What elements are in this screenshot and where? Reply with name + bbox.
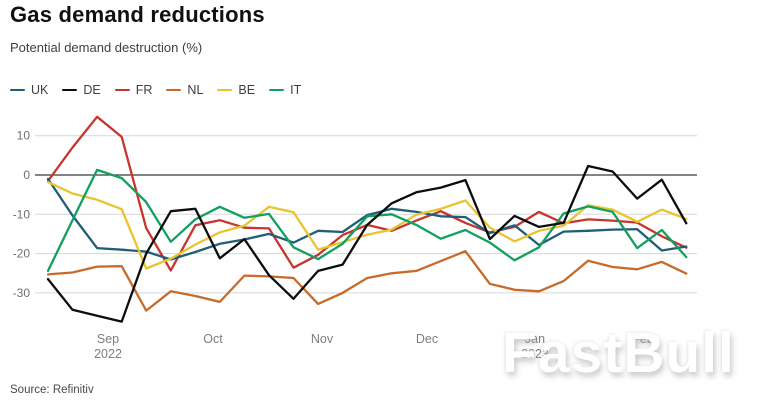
- y-tick-label: 10: [17, 129, 31, 143]
- legend-dash-de: [62, 88, 78, 92]
- legend-dash-it: [269, 88, 285, 92]
- series-line-nl: [46, 250, 688, 312]
- source-note: Source: Refinitiv: [10, 384, 94, 396]
- series-line-it: [46, 168, 688, 273]
- legend-label: NL: [187, 83, 204, 97]
- x-tick-label: Nov: [311, 332, 334, 346]
- legend-dash-be: [217, 88, 233, 92]
- legend-label: UK: [31, 83, 49, 97]
- legend-label: FR: [135, 83, 153, 97]
- x-tick-label: Dec: [416, 332, 438, 346]
- legend-dash-uk: [10, 88, 25, 92]
- legend-label: IT: [290, 83, 302, 97]
- y-tick-label: -20: [13, 247, 31, 261]
- legend-item-be: BE: [217, 83, 255, 97]
- x-tick-label: Sep: [97, 332, 119, 346]
- legend-item-nl: NL: [166, 83, 203, 97]
- series-line-de: [46, 164, 688, 323]
- x-tick-label: Jan: [525, 332, 545, 346]
- legend-label: BE: [238, 83, 256, 97]
- x-tick-label: Feb: [632, 332, 654, 346]
- legend-dash-nl: [166, 88, 182, 92]
- legend-item-de: DE: [62, 83, 101, 97]
- x-tick-label: Oct: [203, 332, 223, 346]
- legend-label: DE: [83, 83, 101, 97]
- y-tick-label: 0: [23, 168, 30, 182]
- x-tick-sublabel: 2023: [521, 347, 549, 361]
- legend-dash-fr: [114, 88, 130, 92]
- series-line-fr: [46, 115, 688, 272]
- chart-legend: UK DE FR NL BE IT: [10, 83, 315, 97]
- page-title: Gas demand reductions: [10, 2, 265, 27]
- legend-item-fr: FR: [114, 83, 153, 97]
- legend-item-uk: UK: [10, 83, 48, 97]
- series-line-be: [46, 180, 688, 270]
- chart-subtitle: Potential demand destruction (%): [10, 40, 203, 55]
- y-tick-label: -30: [13, 286, 31, 300]
- legend-item-it: IT: [269, 83, 301, 97]
- x-tick-sublabel: 2022: [94, 347, 122, 361]
- series-line-uk: [46, 177, 688, 261]
- y-tick-label: -10: [13, 207, 31, 221]
